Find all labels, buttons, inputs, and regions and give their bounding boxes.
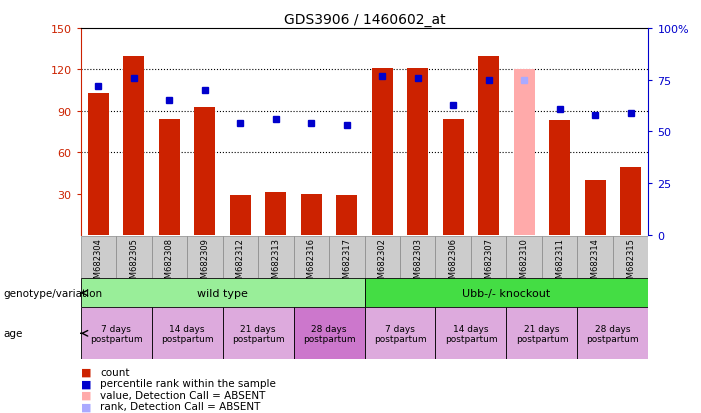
Bar (223, 308, 294, 359)
Bar (435, 308, 506, 359)
Bar (116, 236, 151, 278)
Text: ■: ■ (81, 378, 91, 388)
Bar (187, 236, 223, 278)
Bar (442, 120, 464, 235)
Text: 21 days
postpartum: 21 days postpartum (516, 324, 569, 343)
Bar (400, 236, 435, 278)
Bar (578, 236, 613, 278)
Text: 14 days
postpartum: 14 days postpartum (161, 324, 213, 343)
Bar (542, 236, 578, 278)
Text: GSM682302: GSM682302 (378, 237, 387, 288)
Text: GSM682313: GSM682313 (271, 237, 280, 288)
Bar (194, 107, 215, 235)
Bar (88, 94, 109, 235)
Text: GSM682311: GSM682311 (555, 237, 564, 288)
Title: GDS3906 / 1460602_at: GDS3906 / 1460602_at (284, 12, 445, 26)
Bar (435, 236, 471, 278)
Bar (151, 308, 223, 359)
Text: rank, Detection Call = ABSENT: rank, Detection Call = ABSENT (100, 401, 261, 411)
Text: 7 days
postpartum: 7 days postpartum (374, 324, 426, 343)
Text: ■: ■ (81, 401, 91, 411)
Text: ■: ■ (81, 367, 91, 377)
Bar (329, 236, 365, 278)
Bar (81, 279, 365, 308)
Text: count: count (100, 367, 130, 377)
Text: GSM682306: GSM682306 (449, 237, 458, 288)
Text: GSM682308: GSM682308 (165, 237, 174, 288)
Text: GSM682305: GSM682305 (130, 237, 138, 288)
Bar (81, 236, 116, 278)
Text: 28 days
postpartum: 28 days postpartum (587, 324, 639, 343)
Bar (265, 193, 287, 235)
Text: 14 days
postpartum: 14 days postpartum (444, 324, 497, 343)
Text: GSM682312: GSM682312 (236, 237, 245, 288)
Bar (549, 121, 571, 235)
Bar (578, 308, 648, 359)
Text: genotype/variation: genotype/variation (4, 288, 102, 298)
Bar (336, 195, 358, 235)
Bar (223, 236, 258, 278)
Bar (365, 308, 435, 359)
Bar (620, 168, 641, 235)
Bar (471, 236, 507, 278)
Text: GSM682317: GSM682317 (342, 237, 351, 288)
Text: ■: ■ (81, 390, 91, 400)
Bar (365, 236, 400, 278)
Text: value, Detection Call = ABSENT: value, Detection Call = ABSENT (100, 390, 266, 400)
Bar (585, 180, 606, 235)
Bar (230, 195, 251, 235)
Bar (506, 236, 542, 278)
Bar (372, 69, 393, 235)
Bar (158, 120, 180, 235)
Text: wild type: wild type (197, 288, 248, 298)
Bar (81, 308, 151, 359)
Text: 7 days
postpartum: 7 days postpartum (90, 324, 142, 343)
Bar (407, 69, 428, 235)
Bar (294, 236, 329, 278)
Text: 28 days
postpartum: 28 days postpartum (303, 324, 355, 343)
Bar (478, 57, 499, 235)
Bar (365, 279, 648, 308)
Bar (258, 236, 294, 278)
Text: GSM682303: GSM682303 (414, 237, 422, 288)
Bar (506, 308, 578, 359)
Text: 21 days
postpartum: 21 days postpartum (232, 324, 285, 343)
Bar (613, 236, 648, 278)
Bar (514, 70, 535, 235)
Text: GSM682309: GSM682309 (200, 237, 210, 288)
Bar (301, 194, 322, 235)
Bar (151, 236, 187, 278)
Text: GSM682314: GSM682314 (591, 237, 599, 288)
Text: GSM682304: GSM682304 (94, 237, 103, 288)
Bar (294, 308, 365, 359)
Text: GSM682316: GSM682316 (307, 237, 315, 288)
Text: GSM682310: GSM682310 (519, 237, 529, 288)
Text: Ubb-/- knockout: Ubb-/- knockout (463, 288, 550, 298)
Text: age: age (4, 328, 23, 339)
Text: GSM682307: GSM682307 (484, 237, 494, 288)
Text: GSM682315: GSM682315 (626, 237, 635, 288)
Text: percentile rank within the sample: percentile rank within the sample (100, 378, 276, 388)
Bar (123, 57, 144, 235)
